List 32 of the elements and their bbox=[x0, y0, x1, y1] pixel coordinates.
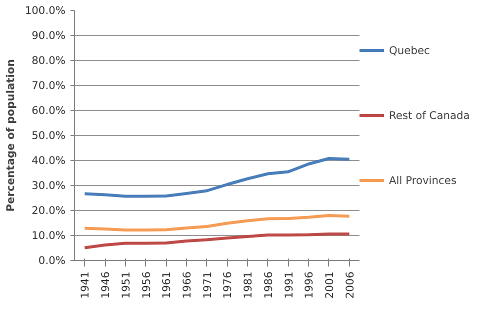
x-tick-label: 1996 bbox=[302, 271, 316, 299]
line-series bbox=[83, 232, 351, 250]
x-tick-label: 1951 bbox=[119, 271, 132, 299]
x-tick-label: 1981 bbox=[242, 271, 255, 299]
y-tick-label: 50.0% bbox=[32, 129, 66, 142]
y-tick-label: 90.0% bbox=[32, 29, 66, 42]
y-axis-title: Percentage of population bbox=[4, 59, 17, 212]
line-series bbox=[83, 214, 351, 232]
y-tick-label: 10.0% bbox=[32, 229, 66, 242]
y-tick-label: 70.0% bbox=[32, 79, 66, 92]
y-tick-label: 100.0% bbox=[24, 4, 66, 17]
line-series bbox=[83, 157, 351, 198]
y-tick-label: 0.0% bbox=[38, 254, 66, 267]
y-tick-label: 30.0% bbox=[32, 179, 66, 192]
y-tick-label: 80.0% bbox=[32, 54, 66, 67]
y-tick-label: 40.0% bbox=[32, 154, 66, 167]
legend-label: Quebec bbox=[389, 44, 430, 56]
legend-label: All Provinces bbox=[389, 174, 456, 186]
x-tick-label: 1966 bbox=[180, 271, 194, 299]
x-tick-label: 1961 bbox=[160, 271, 174, 299]
x-tick-label: 1986 bbox=[262, 271, 275, 299]
x-tick-label: 1956 bbox=[140, 271, 153, 299]
y-tick-label: 60.0% bbox=[32, 104, 66, 117]
x-tick-label: 2001 bbox=[322, 271, 336, 299]
x-tick-label: 1941 bbox=[78, 271, 92, 299]
legend-label: Rest of Canada bbox=[389, 108, 470, 122]
x-tick-label: 2006 bbox=[343, 271, 356, 299]
y-tick-label: 20.0% bbox=[32, 204, 66, 217]
x-tick-label: 1991 bbox=[282, 271, 296, 299]
x-tick-label: 1971 bbox=[200, 271, 214, 299]
x-tick-label: 1976 bbox=[221, 271, 234, 299]
x-tick-label: 1946 bbox=[99, 271, 112, 299]
